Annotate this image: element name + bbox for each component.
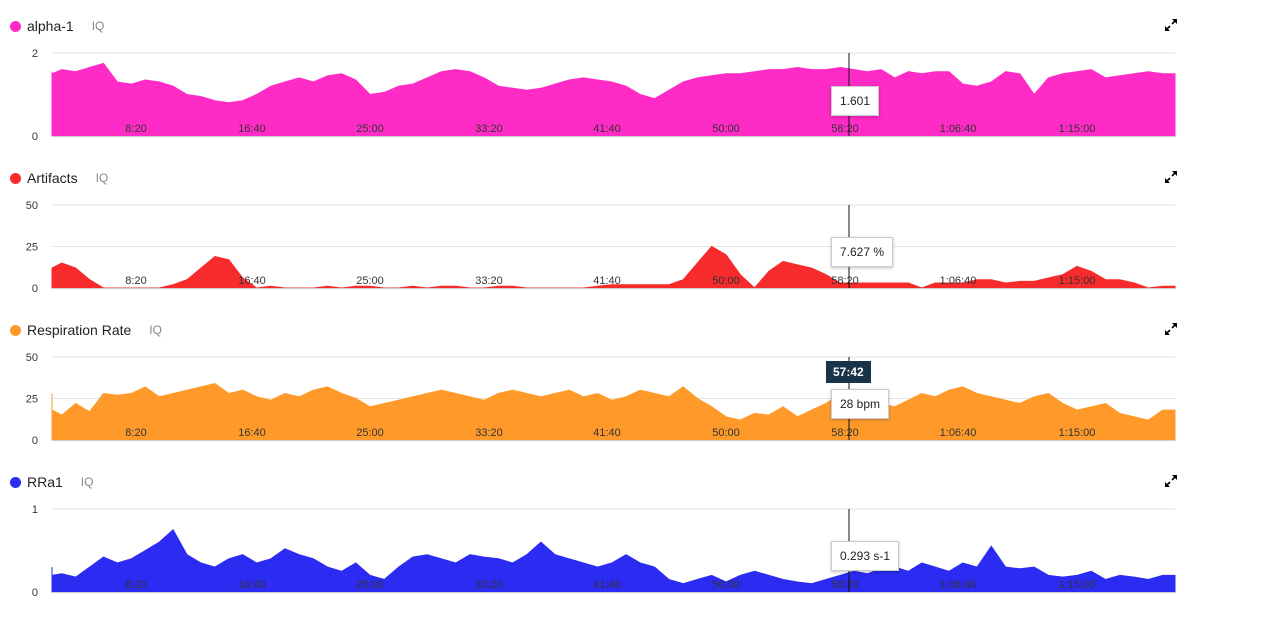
respiration-rate-legend-dot: [10, 324, 21, 336]
respiration-rate-x-tick-label: 16:40: [238, 427, 266, 439]
alpha1-plot: 2 0 8:20 16:40 25:00 33:20 41:40 50:00 58:20 1:06…: [32, 48, 1176, 143]
alpha1-x-tick-label: 16:40: [238, 123, 266, 135]
artifacts-x-tick-label: 58:20: [831, 275, 859, 287]
respiration-rate-y-tick-label: 25: [26, 394, 38, 406]
rra1-title: RRa1: [27, 474, 63, 490]
artifacts-legend[interactable]: Artifacts IQ: [10, 169, 108, 187]
rra1-x-tick-label: 16:40: [238, 579, 266, 591]
rra1-tooltip: 0.293 s-1: [831, 541, 900, 571]
alpha1-legend[interactable]: alpha-1 IQ: [10, 17, 104, 35]
artifacts-x-tick-label: 25:00: [356, 275, 384, 287]
artifacts-iq-button[interactable]: IQ: [95, 171, 109, 185]
artifacts-title: Artifacts: [27, 170, 78, 186]
alpha1-y-tick-label: 2: [32, 48, 38, 60]
rra1-x-tick-label: 1:15:00: [1059, 579, 1096, 591]
respiration-rate-x-tick-label: 58:20: [831, 427, 859, 439]
respiration-rate-title: Respiration Rate: [27, 322, 132, 338]
artifacts-y-tick-label: 25: [26, 242, 38, 254]
artifacts-x-tick-label: 1:06:40: [940, 275, 977, 287]
artifacts-y-tick-label: 50: [26, 200, 38, 212]
respiration-rate-x-tick-label: 41:40: [593, 427, 621, 439]
alpha1-x-tick-label: 41:40: [593, 123, 621, 135]
alpha1-x-tick-label: 58:20: [831, 123, 859, 135]
alpha1-title: alpha-1: [27, 18, 74, 34]
expand-icon[interactable]: [1163, 321, 1179, 337]
alpha1-x-tick-label: 1:06:40: [940, 123, 977, 135]
expand-icon[interactable]: [1163, 169, 1179, 185]
rra1-x-tick-label: 50:00: [712, 579, 740, 591]
alpha1-x-tick-label: 8:20: [125, 123, 146, 135]
respiration-rate-x-tick-label: 1:15:00: [1059, 427, 1096, 439]
respiration-rate-legend[interactable]: Respiration Rate IQ: [10, 321, 162, 339]
artifacts-plot: 50 25 0 8:20 16:40 25:00 33:20 41:40 50:00 58:20 1…: [26, 200, 1176, 295]
respiration-rate-iq-button[interactable]: IQ: [149, 323, 162, 337]
artifacts-x-tick-label: 1:15:00: [1059, 275, 1096, 287]
artifacts-x-tick-label: 16:40: [238, 275, 266, 287]
respiration-rate-x-tick-label: 8:20: [125, 427, 146, 439]
rra1-x-tick-label: 33:20: [475, 579, 503, 591]
artifacts-tooltip: 7.627 %: [831, 237, 894, 267]
rra1-x-tick-label: 8:20: [125, 579, 146, 591]
rra1-x-tick-label: 58:20: [831, 579, 859, 591]
cursor-time-badge: 57:42: [826, 361, 871, 383]
alpha1-legend-dot: [10, 20, 21, 32]
rra1-legend-dot: [10, 476, 21, 488]
rra1-x-tick-label: 41:40: [593, 579, 621, 591]
artifacts-legend-dot: [10, 172, 21, 184]
respiration-rate-y-tick-label: 0: [32, 435, 38, 447]
expand-icon[interactable]: [1163, 17, 1179, 33]
respiration-rate-x-tick-label: 1:06:40: [940, 427, 977, 439]
respiration-rate-plot: 50 25 0 8:20 16:40 25:00 33:20 41:40 50:00 58:20 1…: [26, 352, 1176, 447]
alpha1-tooltip: 1.601: [831, 86, 880, 116]
rra1-plot: 1 0 8:20 16:40 25:00 33:20 41:40 50:00 58:20 1:06…: [32, 504, 1176, 599]
respiration-rate-y-tick-label: 50: [26, 352, 38, 364]
rra1-x-tick-label: 1:06:40: [940, 579, 977, 591]
alpha1-x-tick-label: 50:00: [712, 123, 740, 135]
alpha1-iq-button[interactable]: IQ: [91, 19, 105, 33]
artifacts-x-tick-label: 41:40: [593, 275, 621, 287]
rra1-y-tick-label: 1: [32, 504, 38, 516]
rra1-area-series: [51, 529, 1176, 593]
artifacts-x-tick-label: 33:20: [475, 275, 503, 287]
artifacts-area-series: [51, 245, 1176, 289]
respiration-rate-panel: 50 25 0 8:20 16:40 25:00 33:20 41:40 50:00 58:20 1…: [0, 304, 1276, 456]
respiration-rate-tooltip: 28 bpm: [831, 389, 890, 419]
alpha1-y-tick-label: 0: [32, 131, 38, 143]
rra1-iq-button[interactable]: IQ: [80, 475, 94, 489]
artifacts-x-tick-label: 50:00: [712, 275, 740, 287]
rra1-panel: 1 0 8:20 16:40 25:00 33:20 41:40 50:00 58:20 1:06…: [0, 456, 1276, 608]
respiration-rate-area-series: [51, 383, 1176, 441]
alpha1-x-tick-label: 33:20: [475, 123, 503, 135]
alpha1-x-tick-label: 1:15:00: [1059, 123, 1096, 135]
artifacts-y-tick-label: 0: [32, 283, 38, 295]
rra1-y-tick-label: 0: [32, 587, 38, 599]
expand-icon[interactable]: [1163, 473, 1179, 489]
alpha1-panel: 2 0 8:20 16:40 25:00 33:20 41:40 50:00 58:20 1:06…: [0, 0, 1276, 152]
artifacts-x-tick-label: 8:20: [125, 275, 146, 287]
artifacts-panel: 50 25 0 8:20 16:40 25:00 33:20 41:40 50:00 58:20 1…: [0, 152, 1276, 304]
respiration-rate-x-tick-label: 50:00: [712, 427, 740, 439]
alpha1-x-tick-label: 25:00: [356, 123, 384, 135]
rra1-x-tick-label: 25:00: [356, 579, 384, 591]
respiration-rate-x-tick-label: 33:20: [475, 427, 503, 439]
respiration-rate-x-tick-label: 25:00: [356, 427, 384, 439]
alpha1-area-series: [51, 62, 1176, 137]
rra1-legend[interactable]: RRa1 IQ: [10, 473, 93, 491]
